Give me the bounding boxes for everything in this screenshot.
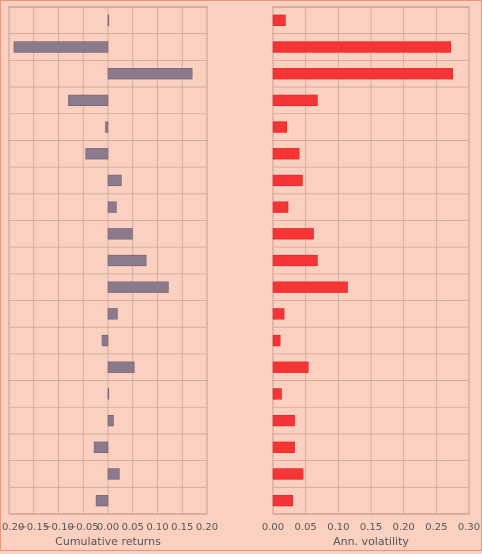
x-tick-label: 0.05 xyxy=(295,522,317,533)
bar xyxy=(272,254,318,267)
bar xyxy=(272,361,309,373)
bar xyxy=(93,441,109,453)
bar xyxy=(105,121,109,133)
x-tick-label: 0.05 xyxy=(122,522,144,533)
bar xyxy=(107,201,117,213)
x-tick-label: −0.10 xyxy=(43,522,74,533)
bar xyxy=(107,388,110,400)
bar xyxy=(107,281,169,293)
bar xyxy=(107,14,110,26)
bar xyxy=(101,334,109,347)
x-axis-label: Cumulative returns xyxy=(55,535,161,548)
bar xyxy=(107,361,135,373)
bar xyxy=(68,94,109,107)
x-tick-label: 0.25 xyxy=(425,522,447,533)
x-tick-label: 0.00 xyxy=(262,522,284,533)
bar xyxy=(272,441,295,453)
x-tick-label: −0.15 xyxy=(18,522,49,533)
x-tick-label: 0.15 xyxy=(360,522,382,533)
x-tick-label: 0.30 xyxy=(458,522,480,533)
bar xyxy=(107,174,122,187)
bar xyxy=(272,308,285,320)
x-tick-label: 0.00 xyxy=(97,522,119,533)
x-tick-label: −0.20 xyxy=(1,522,24,533)
bar xyxy=(272,148,300,160)
bar xyxy=(107,228,133,240)
x-tick-label: 0.10 xyxy=(327,522,349,533)
bar xyxy=(272,281,348,293)
x-tick-label: 0.20 xyxy=(393,522,415,533)
x-tick-label: 0.10 xyxy=(146,522,168,533)
bar xyxy=(272,334,281,347)
bar xyxy=(272,495,293,507)
bar xyxy=(107,468,120,480)
bar xyxy=(107,254,147,267)
bar xyxy=(272,94,318,107)
bar xyxy=(85,148,109,160)
x-tick-label: 0.15 xyxy=(171,522,193,533)
x-tick-label: 0.20 xyxy=(196,522,218,533)
bar xyxy=(272,174,303,187)
bar xyxy=(272,468,304,480)
bar xyxy=(107,68,193,80)
bar xyxy=(13,41,109,53)
bar xyxy=(107,308,118,320)
bar xyxy=(272,414,295,427)
cumulative-returns-panel: −0.20−0.15−0.10−0.050.000.050.100.150.20… xyxy=(0,6,218,548)
bar xyxy=(95,495,109,507)
bar xyxy=(272,14,286,26)
ann-volatility-panel: 0.00 0.05 0.10 0.15 0.20 0.25 0.30 Ann. volatil… xyxy=(262,6,480,548)
x-tick-label: −0.05 xyxy=(68,522,99,533)
bar xyxy=(272,68,453,80)
x-axis-label: Ann. volatility xyxy=(333,535,409,548)
bar xyxy=(272,228,314,240)
bar xyxy=(272,121,288,133)
bar xyxy=(272,201,289,213)
bar xyxy=(272,388,282,400)
bar xyxy=(107,414,114,427)
bar xyxy=(272,41,452,53)
